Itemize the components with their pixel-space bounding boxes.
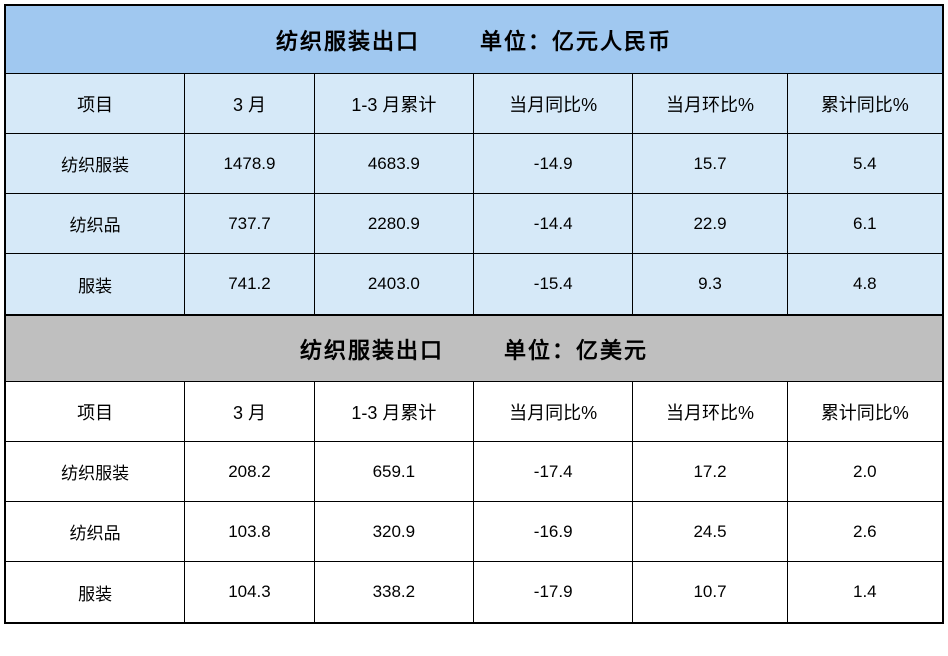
cell-value: 22.9 xyxy=(633,194,787,254)
cell-value: 2280.9 xyxy=(315,194,474,254)
column-header: 当月环比% xyxy=(633,382,787,442)
cell-value: 338.2 xyxy=(315,562,474,622)
cell-value: 320.9 xyxy=(315,502,474,562)
cell-value: 737.7 xyxy=(185,194,314,254)
cell-value: 208.2 xyxy=(185,442,314,502)
row-label: 服装 xyxy=(6,562,185,622)
table-row: 纺织服装 1478.9 4683.9 -14.9 15.7 5.4 xyxy=(6,134,942,194)
export-table: 纺织服装出口 单位：亿元人民币 项目 3 月 1-3 月累计 当月同比% 当月环… xyxy=(4,4,944,624)
section-usd: 项目 3 月 1-3 月累计 当月同比% 当月环比% 累计同比% 纺织服装 20… xyxy=(6,382,942,622)
cell-value: 1478.9 xyxy=(185,134,314,194)
cell-value: -14.9 xyxy=(474,134,633,194)
section-title-rmb: 纺织服装出口 单位：亿元人民币 xyxy=(6,6,942,74)
row-label: 服装 xyxy=(6,254,185,314)
cell-value: 103.8 xyxy=(185,502,314,562)
table-row: 服装 741.2 2403.0 -15.4 9.3 4.8 xyxy=(6,254,942,314)
cell-value: -16.9 xyxy=(474,502,633,562)
column-header: 当月环比% xyxy=(633,74,787,134)
cell-value: 1.4 xyxy=(788,562,942,622)
cell-value: 2.0 xyxy=(788,442,942,502)
column-header: 项目 xyxy=(6,382,185,442)
column-header: 3 月 xyxy=(185,382,314,442)
cell-value: 4683.9 xyxy=(315,134,474,194)
column-header-row: 项目 3 月 1-3 月累计 当月同比% 当月环比% 累计同比% xyxy=(6,74,942,134)
section-title-left: 纺织服装出口 xyxy=(276,24,420,56)
cell-value: 659.1 xyxy=(315,442,474,502)
column-header: 项目 xyxy=(6,74,185,134)
cell-value: 2403.0 xyxy=(315,254,474,314)
table-row: 纺织品 737.7 2280.9 -14.4 22.9 6.1 xyxy=(6,194,942,254)
cell-value: 10.7 xyxy=(633,562,787,622)
section-title-left: 纺织服装出口 xyxy=(300,333,444,365)
cell-value: -17.4 xyxy=(474,442,633,502)
column-header: 1-3 月累计 xyxy=(315,74,474,134)
column-header-row: 项目 3 月 1-3 月累计 当月同比% 当月环比% 累计同比% xyxy=(6,382,942,442)
column-header: 当月同比% xyxy=(474,382,633,442)
column-header: 3 月 xyxy=(185,74,314,134)
section-title-right: 单位：亿美元 xyxy=(504,333,648,365)
cell-value: 741.2 xyxy=(185,254,314,314)
cell-value: 4.8 xyxy=(788,254,942,314)
row-label: 纺织品 xyxy=(6,194,185,254)
column-header: 1-3 月累计 xyxy=(315,382,474,442)
column-header: 累计同比% xyxy=(788,382,942,442)
section-title-usd: 纺织服装出口 单位：亿美元 xyxy=(6,314,942,382)
row-label: 纺织服装 xyxy=(6,442,185,502)
table-row: 服装 104.3 338.2 -17.9 10.7 1.4 xyxy=(6,562,942,622)
cell-value: 6.1 xyxy=(788,194,942,254)
cell-value: 2.6 xyxy=(788,502,942,562)
cell-value: -15.4 xyxy=(474,254,633,314)
cell-value: 17.2 xyxy=(633,442,787,502)
row-label: 纺织品 xyxy=(6,502,185,562)
table-row: 纺织品 103.8 320.9 -16.9 24.5 2.6 xyxy=(6,502,942,562)
cell-value: 9.3 xyxy=(633,254,787,314)
cell-value: -17.9 xyxy=(474,562,633,622)
section-rmb: 项目 3 月 1-3 月累计 当月同比% 当月环比% 累计同比% 纺织服装 14… xyxy=(6,74,942,314)
table-row: 纺织服装 208.2 659.1 -17.4 17.2 2.0 xyxy=(6,442,942,502)
cell-value: -14.4 xyxy=(474,194,633,254)
row-label: 纺织服装 xyxy=(6,134,185,194)
cell-value: 24.5 xyxy=(633,502,787,562)
cell-value: 15.7 xyxy=(633,134,787,194)
column-header: 累计同比% xyxy=(788,74,942,134)
cell-value: 104.3 xyxy=(185,562,314,622)
section-title-right: 单位：亿元人民币 xyxy=(480,24,672,56)
cell-value: 5.4 xyxy=(788,134,942,194)
column-header: 当月同比% xyxy=(474,74,633,134)
